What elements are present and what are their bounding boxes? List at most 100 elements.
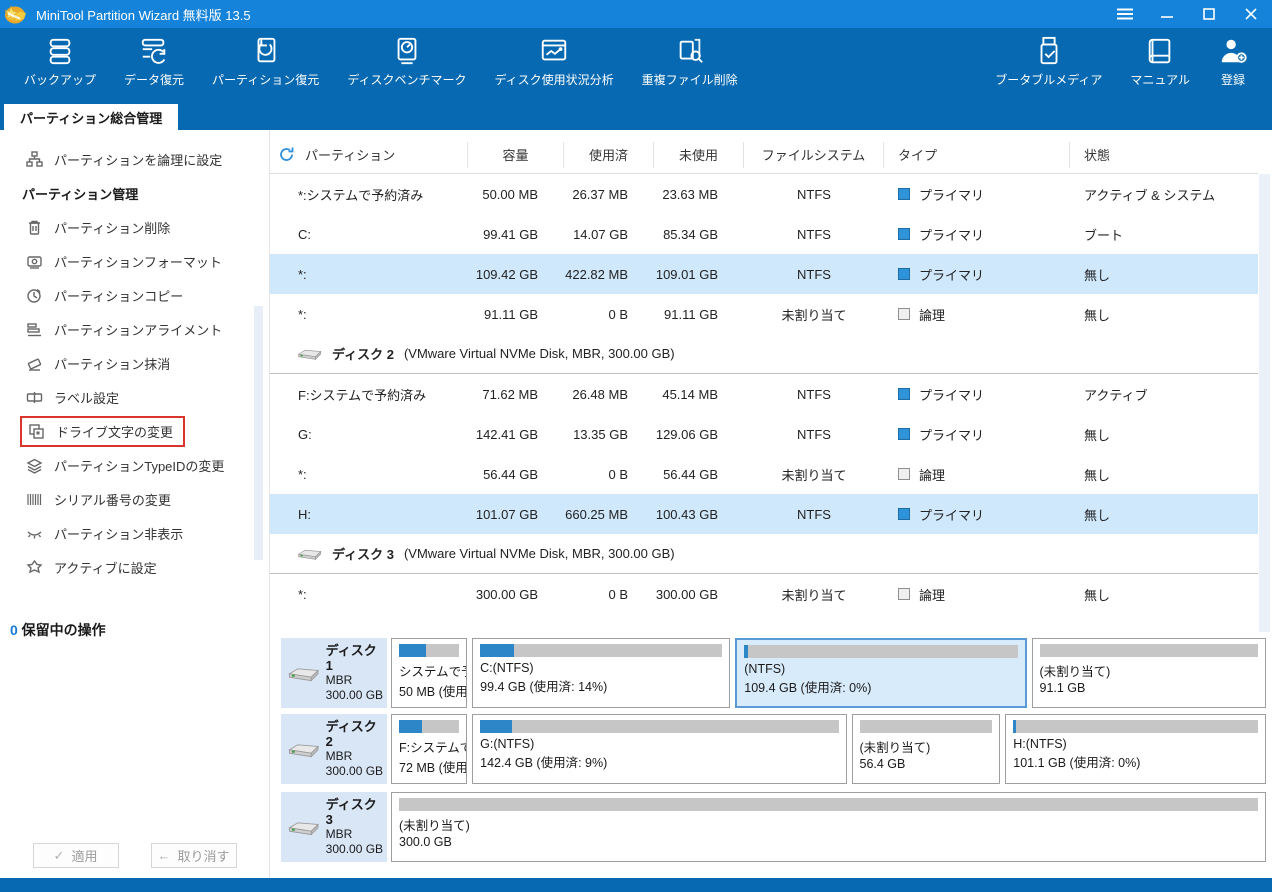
table-row[interactable]: *: 91.11 GB 0 B 91.11 GB 未割り当て 論理 無し — [298, 306, 1111, 323]
col-header-filesystem[interactable]: ファイルシステム — [744, 141, 884, 168]
partition-block[interactable]: G:(NTFS) 142.4 GB (使用済: 9%) — [472, 714, 847, 784]
sidebar-item-hide-partition[interactable]: パーティション非表示 — [0, 516, 269, 550]
hidden-eye-icon — [27, 530, 42, 538]
sidebar-item-label: パーティション非表示 — [54, 526, 184, 542]
sidebar-item-label: パーティションフォーマット — [54, 254, 222, 270]
sidebar-item-label: シリアル番号の変更 — [54, 492, 171, 508]
tab-partition-management[interactable]: パーティション総合管理 — [4, 104, 179, 130]
toolbar-label: ディスク使用状況分析 — [494, 73, 614, 87]
toolbar-bootable-media[interactable]: ブータブルメディア — [981, 28, 1116, 88]
sidebar-item-set-logical[interactable]: パーティションを論理に設定 — [0, 142, 269, 176]
sidebar-item-set-active[interactable]: アクティブに設定 — [0, 550, 269, 584]
usage-bar — [744, 645, 1018, 658]
partition-recovery-icon — [257, 37, 276, 63]
disk-icon — [288, 668, 319, 682]
sidebar-item-set-label[interactable]: ラベル設定 — [0, 380, 269, 414]
col-header-used[interactable]: 使用済 — [564, 141, 654, 168]
usage-bar — [1013, 720, 1258, 733]
sidebar-item-change-drive-letter[interactable]: ドライブ文字の変更 — [20, 414, 269, 448]
sidebar-item-change-serial[interactable]: シリアル番号の変更 — [0, 482, 269, 516]
trash-icon — [29, 220, 40, 235]
sidebar-item-align-partition[interactable]: パーティションアライメント — [0, 312, 269, 346]
disk-info[interactable]: ディスク 2 MBR 300.00 GB — [281, 714, 387, 784]
maximize-button[interactable] — [1188, 0, 1230, 28]
toolbar-data-recovery[interactable]: データ復元 — [110, 28, 198, 88]
table-row-selected[interactable]: *: 109.42 GB 422.82 MB 109.01 GB NTFS プラ… — [270, 254, 1258, 294]
primary-type-square — [898, 268, 910, 280]
check-icon: ✓ — [53, 847, 65, 863]
table-row[interactable]: C: 99.41 GB 14.07 GB 85.34 GB NTFS プライマリ… — [298, 226, 1124, 243]
table-row[interactable]: *: 56.44 GB 0 B 56.44 GB 未割り当て 論理 無し — [298, 466, 1111, 483]
sidebar-item-change-typeid[interactable]: パーティションTypeIDの変更 — [0, 448, 269, 482]
window-bottom-border — [0, 878, 1272, 892]
toolbar-register[interactable]: 登録 — [1204, 28, 1262, 88]
table-row[interactable]: *:システムで予約済み 50.00 MB 26.37 MB 23.63 MB N… — [298, 186, 1216, 203]
toolbar-backup[interactable]: バックアップ — [10, 28, 110, 88]
col-header-capacity[interactable]: 容量 — [468, 141, 564, 168]
action-sidebar: パーティションを論理に設定 パーティション管理 パーティション削除 パーティショ… — [0, 130, 270, 878]
sidebar-scrollbar[interactable] — [254, 306, 263, 560]
toolbar-disk-benchmark[interactable]: ディスクベンチマーク — [333, 28, 480, 88]
flag-icon — [26, 559, 43, 573]
usage-bar — [1039, 644, 1258, 657]
toolbar-partition-recovery[interactable]: パーティション復元 — [198, 28, 333, 88]
table-row-selected[interactable]: H: 101.07 GB 660.25 MB 100.43 GB NTFS プラ… — [270, 494, 1258, 534]
sidebar-item-format-partition[interactable]: パーティションフォーマット — [0, 244, 269, 278]
partition-block-unallocated[interactable]: (未割り当て) 56.4 GB — [851, 714, 1001, 784]
drive-letter-icon — [29, 423, 44, 439]
apply-button[interactable]: ✓ 適用 — [32, 843, 119, 868]
disk-group-header[interactable]: ディスク 2 (VMware Virtual NVMe Disk, MBR, 3… — [270, 334, 1258, 374]
partition-block[interactable]: C:(NTFS) 99.4 GB (使用済: 14%) — [472, 638, 731, 708]
table-scrollbar[interactable] — [1259, 174, 1270, 632]
disk-info[interactable]: ディスク 3 MBR 300.00 GB — [281, 792, 387, 862]
usage-bar — [480, 720, 839, 733]
col-header-unused[interactable]: 未使用 — [654, 141, 744, 168]
undo-button[interactable]: ← 取り消す — [150, 843, 237, 868]
sidebar-item-label: パーティションコピー — [54, 288, 184, 304]
sidebar-item-label: ドライブ文字の変更 — [56, 424, 174, 440]
usage-bar — [399, 644, 460, 657]
toolbar-label: データ復元 — [124, 73, 185, 87]
logical-type-square — [898, 468, 910, 480]
partition-block-unallocated[interactable]: (未割り当て) 91.1 GB — [1031, 638, 1266, 708]
bootable-media-icon — [1040, 36, 1058, 65]
minimize-button[interactable] — [1146, 0, 1188, 28]
data-recovery-icon — [141, 38, 166, 64]
sidebar-item-label: ラベル設定 — [54, 390, 120, 406]
manual-icon — [1148, 38, 1171, 64]
toolbar-label: マニュアル — [1130, 73, 1190, 87]
minimize-icon — [1161, 16, 1173, 18]
partition-block-selected[interactable]: (NTFS) 109.4 GB (使用済: 0%) — [735, 638, 1027, 708]
table-row[interactable]: *: 300.00 GB 0 B 300.00 GB 未割り当て 論理 無し — [298, 586, 1111, 603]
logical-type-square — [898, 588, 910, 600]
disk-info[interactable]: ディスク 1 MBR 300.00 GB — [281, 638, 387, 708]
partition-block[interactable]: F:システムで予 72 MB (使用済: — [391, 714, 468, 784]
sidebar-item-copy-partition[interactable]: パーティションコピー — [0, 278, 269, 312]
align-icon — [27, 322, 41, 336]
table-row[interactable]: G: 142.41 GB 13.35 GB 129.06 GB NTFS プライ… — [298, 426, 1111, 443]
col-header-status[interactable]: 状態 — [1084, 148, 1111, 163]
pending-label: 保留中の操作 — [17, 622, 106, 638]
toolbar-manual[interactable]: マニュアル — [1116, 28, 1204, 88]
sidebar-item-wipe-partition[interactable]: パーティション抹消 — [0, 346, 269, 380]
toolbar-label: 重複ファイル削除 — [641, 73, 738, 87]
col-header-type[interactable]: タイプ — [884, 141, 1070, 168]
partition-block[interactable]: システムで予約 50 MB (使用済: — [391, 638, 468, 708]
toolbar-disk-usage-analysis[interactable]: ディスク使用状況分析 — [480, 28, 627, 88]
pending-count: 0 — [10, 622, 18, 638]
partition-block[interactable]: H:(NTFS) 101.1 GB (使用済: 0%) — [1005, 714, 1266, 784]
refresh-icon[interactable] — [278, 146, 295, 163]
partition-block-unallocated[interactable]: (未割り当て) 300.0 GB — [391, 792, 1266, 862]
usage-bar — [859, 720, 993, 733]
sidebar-item-delete-partition[interactable]: パーティション削除 — [0, 210, 269, 244]
col-header-partition[interactable]: パーティション — [305, 148, 396, 163]
table-row[interactable]: F:システムで予約済み 71.62 MB 26.48 MB 45.14 MB N… — [298, 386, 1148, 403]
close-button[interactable] — [1230, 0, 1272, 28]
toolbar-duplicate-file-remove[interactable]: 重複ファイル削除 — [628, 28, 752, 88]
menu-button[interactable] — [1104, 0, 1146, 28]
copy-icon — [27, 288, 41, 303]
app-logo-icon — [4, 5, 26, 24]
disk-group-header[interactable]: ディスク 3 (VMware Virtual NVMe Disk, MBR, 3… — [270, 534, 1258, 574]
logical-type-square — [898, 308, 910, 320]
